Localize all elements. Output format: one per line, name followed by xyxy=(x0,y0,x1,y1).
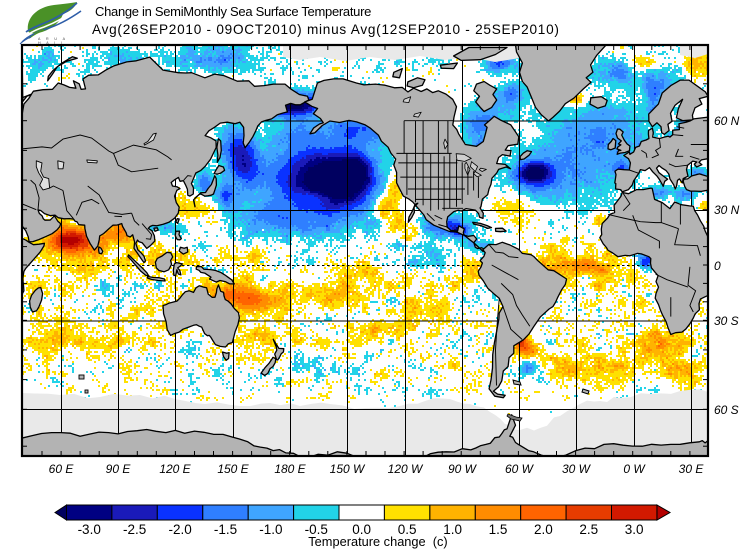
svg-text:30 S: 30 S xyxy=(714,314,739,328)
svg-text:H A I I: H A I I xyxy=(38,41,64,45)
svg-text:0.5: 0.5 xyxy=(398,522,417,537)
svg-text:60 W: 60 W xyxy=(505,462,535,476)
svg-text:-0.5: -0.5 xyxy=(305,522,328,537)
svg-text:0: 0 xyxy=(714,259,721,273)
svg-text:-2.5: -2.5 xyxy=(123,522,146,537)
svg-text:90 W: 90 W xyxy=(448,462,478,476)
svg-text:60 S: 60 S xyxy=(714,403,739,417)
svg-text:A R U A: A R U A xyxy=(38,37,67,41)
svg-text:1.5: 1.5 xyxy=(489,522,508,537)
svg-text:60 E: 60 E xyxy=(49,462,75,476)
svg-text:0.0: 0.0 xyxy=(352,522,371,537)
svg-text:2.0: 2.0 xyxy=(534,522,553,537)
svg-text:Change in SemiMonthly Sea Surf: Change in SemiMonthly Sea Surface Temper… xyxy=(95,4,371,19)
svg-text:2.5: 2.5 xyxy=(579,522,598,537)
svg-text:Avg(26SEP2010 - 09OCT2010) min: Avg(26SEP2010 - 09OCT2010) minus Avg(12S… xyxy=(92,22,560,37)
svg-text:-1.5: -1.5 xyxy=(214,522,237,537)
svg-text:150 W: 150 W xyxy=(330,462,366,476)
svg-text:180 E: 180 E xyxy=(274,462,306,476)
svg-text:-3.0: -3.0 xyxy=(78,522,101,537)
svg-text:120 E: 120 E xyxy=(159,462,191,476)
svg-text:0 W: 0 W xyxy=(623,462,646,476)
svg-text:30 W: 30 W xyxy=(562,462,592,476)
svg-text:30 N: 30 N xyxy=(714,203,740,217)
svg-text:Temperature change (c): Temperature change (c) xyxy=(308,534,447,549)
svg-text:60 N: 60 N xyxy=(714,114,740,128)
svg-text:150 E: 150 E xyxy=(217,462,249,476)
svg-text:1.0: 1.0 xyxy=(443,522,462,537)
svg-text:120 W: 120 W xyxy=(388,462,424,476)
svg-text:30 E: 30 E xyxy=(679,462,705,476)
svg-text:-1.0: -1.0 xyxy=(259,522,282,537)
svg-text:90 E: 90 E xyxy=(106,462,132,476)
svg-text:-2.0: -2.0 xyxy=(168,522,191,537)
svg-text:3.0: 3.0 xyxy=(625,522,644,537)
